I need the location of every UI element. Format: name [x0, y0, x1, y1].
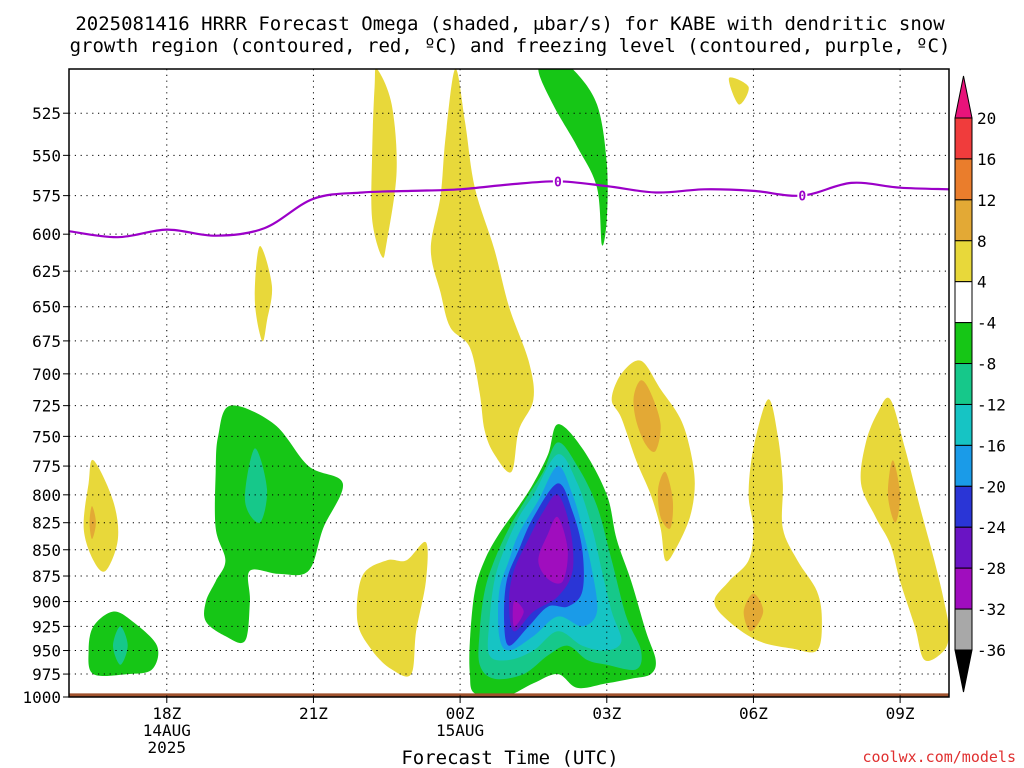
- y-tick-label: 925: [32, 617, 61, 636]
- x-tick-label: 15AUG: [436, 721, 484, 740]
- y-tick-label: 650: [32, 298, 61, 317]
- colorbar-bin: [954, 240, 973, 283]
- omega-region-1: [633, 380, 661, 452]
- y-tick-label: 775: [32, 457, 61, 476]
- colorbar-label: -32: [977, 600, 1006, 619]
- y-tick-label: 550: [32, 146, 61, 165]
- colorbar-label: -16: [977, 436, 1006, 455]
- colorbar-bin: [954, 526, 973, 569]
- omega-shading: [83, 69, 949, 697]
- y-tick-label: 850: [32, 541, 61, 560]
- freezing-level-contour: 00: [69, 173, 949, 239]
- x-tick-label: 21Z: [299, 704, 328, 723]
- y-axis: 525 550 575 600 625 650 675 700 725 750 775 800 825 8…: [22, 104, 69, 707]
- colorbar: 20 16 12 8 4 -4 -8 -12 -16 -20 -24 -28 -32 -36: [954, 75, 1006, 693]
- colorbar-label: -36: [977, 641, 1006, 660]
- colorbar-label: -20: [977, 477, 1006, 496]
- omega-region-0: [611, 360, 695, 562]
- grid-lines: [69, 69, 949, 697]
- freezing-level-label: 0: [554, 175, 562, 190]
- colorbar-label: 16: [977, 150, 996, 169]
- colorbar-bin: [954, 567, 973, 610]
- colorbar-label: 4: [977, 273, 987, 292]
- colorbar-bin: [954, 281, 973, 324]
- x-tick-label: 2025: [148, 738, 187, 757]
- colorbar-bin: [954, 322, 973, 365]
- ground-layer: [69, 693, 949, 697]
- x-tick-label: 00Z: [446, 704, 475, 723]
- colorbar-bin: [954, 403, 973, 446]
- y-tick-label: 800: [32, 486, 61, 505]
- chart-title: 2025081416 HRRR Forecast Omega (shaded, …: [70, 13, 951, 57]
- freezing-label-bg: [552, 173, 563, 189]
- omega-region-4: [743, 593, 764, 632]
- y-tick-label: 900: [32, 593, 61, 612]
- omega-region-3: [714, 399, 822, 653]
- y-tick-label: 600: [32, 225, 61, 244]
- y-tick-label: 975: [32, 665, 61, 684]
- y-tick-label: 1000: [22, 688, 61, 707]
- x-tick-label: 14AUG: [143, 721, 191, 740]
- omega-region-7: [430, 69, 534, 473]
- x-tick-label: 09Z: [886, 704, 915, 723]
- omega-region-15: [204, 405, 344, 644]
- freezing-label-bg: [797, 187, 808, 203]
- colorbar-bin: [954, 444, 973, 487]
- x-tick-label: 03Z: [592, 704, 621, 723]
- y-tick-label: 700: [32, 365, 61, 384]
- omega-region-13: [538, 69, 608, 246]
- x-axis-label: Forecast Time (UTC): [401, 747, 618, 768]
- plot-area: 00: [68, 68, 950, 698]
- colorbar-label: 12: [977, 191, 996, 210]
- colorbar-bin: [954, 199, 973, 242]
- colorbar-label: 20: [977, 109, 996, 128]
- colorbar-bin: [954, 485, 973, 528]
- x-tick-label: 18Z: [152, 704, 181, 723]
- colorbar-label: -4: [977, 314, 996, 333]
- plot-frame: [68, 68, 950, 698]
- omega-region-5: [860, 397, 949, 662]
- omega-region-10: [356, 541, 428, 677]
- colorbar-arrow-bottom: [954, 649, 973, 693]
- omega-region-9: [254, 246, 273, 342]
- y-tick-label: 725: [32, 397, 61, 416]
- omega-region-14: [728, 77, 749, 105]
- x-tick-label: 06Z: [739, 704, 768, 723]
- colorbar-label: -8: [977, 355, 996, 374]
- omega-region-25: [538, 516, 568, 584]
- credit-text[interactable]: coolwx.com/models: [862, 748, 1016, 766]
- chart-title-line-1: 2025081416 HRRR Forecast Omega (shaded, …: [75, 13, 945, 35]
- y-tick-label: 950: [32, 642, 61, 661]
- omega-region-11: [83, 459, 119, 572]
- y-tick-label: 825: [32, 514, 61, 533]
- ground-band: [69, 693, 949, 697]
- omega-region-16: [244, 448, 268, 523]
- y-tick-label: 675: [32, 332, 61, 351]
- omega-region-6: [887, 460, 901, 523]
- omega-region-8: [371, 69, 397, 258]
- colorbar-label: 8: [977, 232, 987, 251]
- colorbar-label: -24: [977, 518, 1006, 537]
- y-tick-label: 750: [32, 427, 61, 446]
- y-tick-label: 525: [32, 104, 61, 123]
- colorbar-bin: [954, 608, 973, 651]
- colorbar-bin: [954, 158, 973, 201]
- colorbar-bin: [954, 363, 973, 405]
- y-tick-label: 625: [32, 262, 61, 281]
- omega-region-18: [113, 626, 128, 665]
- y-tick-label: 575: [32, 187, 61, 206]
- omega-region-26: [512, 601, 524, 627]
- y-tick-label: 875: [32, 567, 61, 586]
- colorbar-bin: [954, 117, 973, 160]
- colorbar-arrow-top: [954, 75, 973, 119]
- colorbar-label: -12: [977, 395, 1006, 414]
- freezing-level-label: 0: [798, 190, 806, 205]
- colorbar-label: -28: [977, 559, 1006, 578]
- omega-region-2: [657, 471, 674, 529]
- chart-title-line-2: growth region (contoured, red, ºC) and f…: [70, 35, 951, 57]
